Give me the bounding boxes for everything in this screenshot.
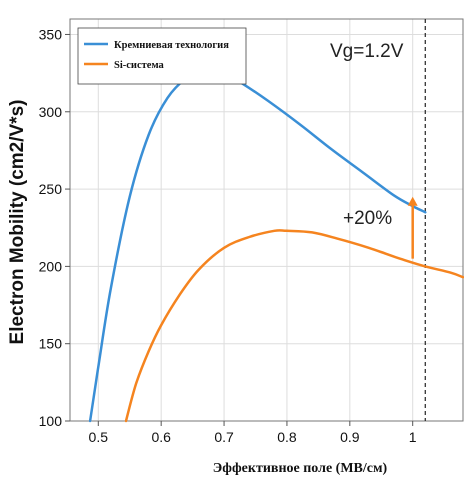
legend: Кремниевая технология Si-система	[77, 27, 247, 85]
plot-frame	[69, 18, 464, 422]
series-layer	[88, 68, 464, 423]
y-tick-label: 250	[39, 181, 63, 197]
y-tick-label: 300	[39, 104, 63, 120]
y-tick-label: 200	[39, 258, 63, 274]
legend-label-series-2: Si-система	[114, 60, 165, 71]
x-tick-label: 0.6	[151, 429, 171, 445]
x-tick-label: 0.8	[277, 429, 297, 445]
x-tick-label: 0.9	[340, 429, 360, 445]
axis-ticks: 0.5 0.6 0.7 0.8 0.9 1 100 150 200 250 300 350	[39, 26, 417, 445]
annotation-plus20: +20%	[343, 208, 392, 229]
x-tick-label: 0.5	[89, 429, 109, 445]
annotation-vg: Vg=1.2V	[330, 41, 404, 62]
legend-label-series-1: Кремниевая технология	[114, 40, 229, 51]
y-tick-label: 100	[39, 413, 63, 429]
y-tick-label: 150	[39, 336, 63, 352]
y-axis-label: Electron Mobility (cm2/V*s)	[7, 100, 28, 345]
y-tick-label: 350	[39, 26, 63, 42]
x-tick-label: 0.7	[214, 429, 234, 445]
legend-box	[77, 27, 247, 85]
series-line-2	[124, 229, 464, 423]
x-axis-label: Эффективное поле (МВ/см)	[213, 461, 388, 476]
annotations	[407, 196, 418, 259]
x-tick-label: 1	[409, 429, 417, 445]
improvement-arrow-head	[407, 196, 418, 206]
